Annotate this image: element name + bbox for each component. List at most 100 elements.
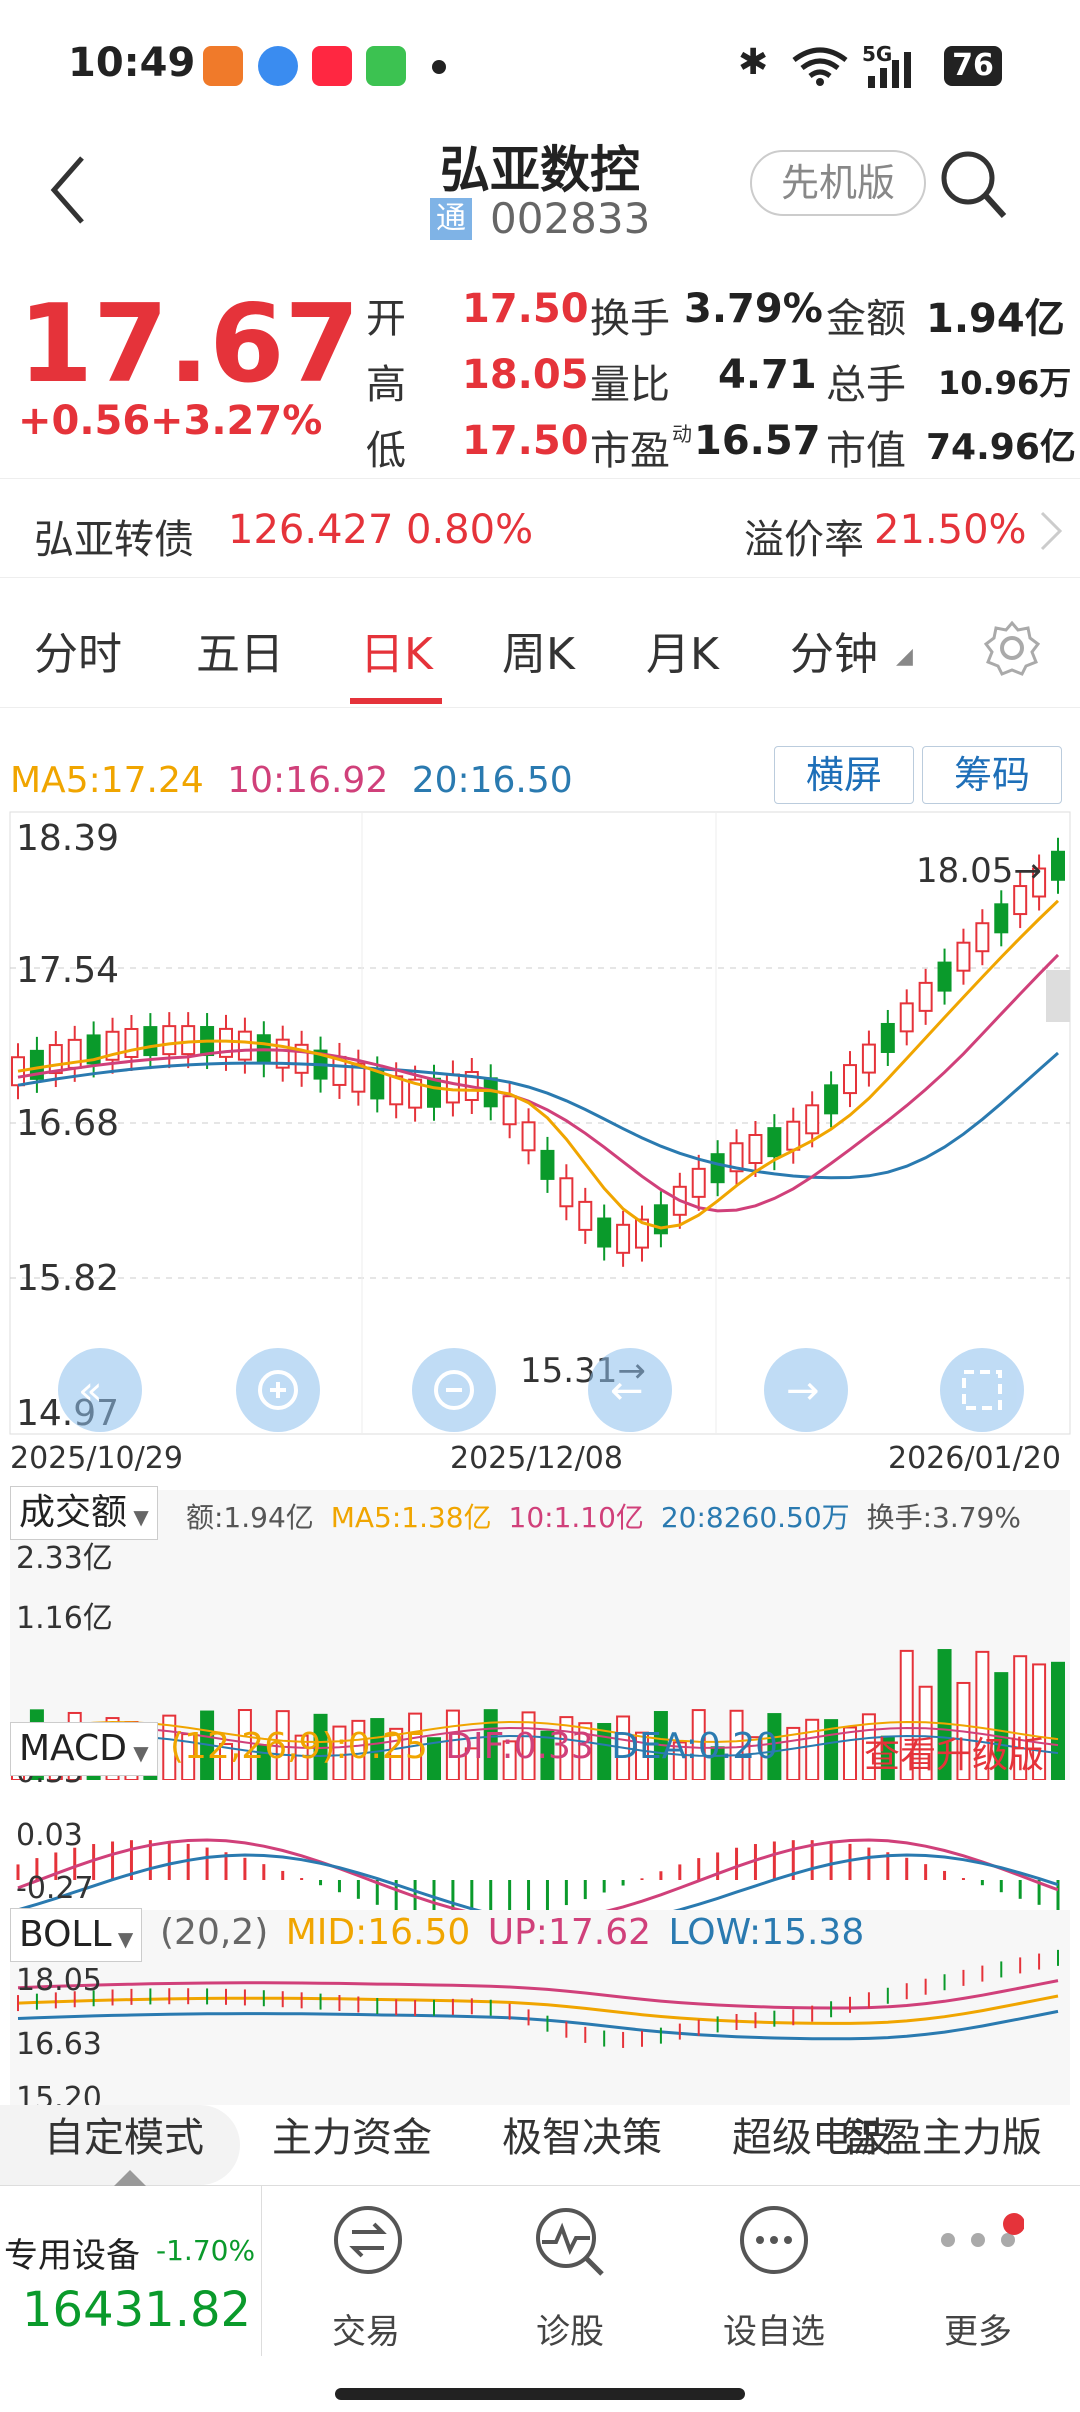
candle <box>124 1027 139 1058</box>
trade-icon <box>334 2206 402 2274</box>
tab-weekly-k[interactable]: 周K <box>502 629 575 680</box>
premium-value: 21.50% <box>874 507 1027 553</box>
boll-low: LOW:15.38 <box>668 1912 865 1953</box>
candle <box>824 1084 839 1115</box>
pe-value: 16.57 <box>694 418 821 464</box>
upgrade-link[interactable]: 查看升级版 <box>864 1735 1045 1776</box>
search-icon[interactable] <box>938 146 1008 222</box>
nav-trade-label: 交易 <box>332 2312 400 2352</box>
candle <box>729 1142 744 1173</box>
candle <box>162 1025 177 1056</box>
nav-diagnose[interactable]: 诊股 <box>470 2186 670 2356</box>
minute-dropdown-icon: ◢ <box>896 644 913 669</box>
candle <box>918 981 933 1012</box>
current-price-marker <box>1046 970 1070 1022</box>
price-change: +0.56 <box>18 398 151 444</box>
chips-button[interactable]: 筹码 <box>922 746 1062 804</box>
scroll-right-icon[interactable] <box>764 1348 848 1432</box>
date-label: 2025/10/29 <box>10 1441 183 1476</box>
candle <box>956 941 971 972</box>
y-tick-label: 18.39 <box>16 818 119 859</box>
tab-active-indicator <box>350 698 442 704</box>
svg-text:«: « <box>78 1368 102 1414</box>
ma20-label: 20:16.50 <box>411 760 573 801</box>
candle <box>767 1127 782 1158</box>
scroll-left-icon[interactable] <box>588 1348 672 1432</box>
stock-connect-badge: 通 <box>430 198 472 240</box>
candle <box>219 1027 233 1058</box>
fullscreen-icon[interactable] <box>940 1348 1024 1432</box>
more-notifications-icon <box>432 60 446 74</box>
bluetooth-icon: ✱ <box>738 42 769 83</box>
tab-minute[interactable]: 分钟 <box>790 629 878 680</box>
macd-indicator-select[interactable]: MACD ▼ <box>10 1722 158 1776</box>
candle <box>861 1043 876 1074</box>
candle <box>181 1025 196 1056</box>
tab-daily-k[interactable]: 日K <box>360 629 433 680</box>
feature-tabs: 自定模式 主力资金 极智决策 超级电波 智盈主力版 <box>0 2105 1080 2185</box>
premium-label: 溢价率 <box>744 517 864 563</box>
nav-more[interactable]: 更多 <box>878 2186 1078 2356</box>
turnover-value: 3.79% <box>684 286 823 332</box>
feature-tab-decision[interactable]: 极智决策 <box>502 2115 662 2161</box>
macd-selector-label: MACD <box>19 1728 127 1769</box>
scroll-fast-left-icon[interactable] <box>58 1348 142 1432</box>
y-tick-label: 15.82 <box>16 1258 119 1299</box>
expand-up-icon[interactable] <box>110 2164 150 2188</box>
boll-up: UP:17.62 <box>487 1912 651 1953</box>
stock-header: 弘亚数控 通 002833 先机版 <box>0 130 1080 280</box>
feature-tab-custom[interactable]: 自定模式 <box>44 2115 204 2161</box>
bond-pct: 0.80% <box>406 507 534 553</box>
stock-name: 弘亚数控 <box>440 141 640 199</box>
volume-indicator-select[interactable]: 成交额 ▼ <box>10 1486 158 1540</box>
diagnose-icon <box>536 2208 604 2276</box>
tab-five-day[interactable]: 五日 <box>196 629 284 680</box>
macd-dea: DEA:0.20 <box>611 1726 778 1767</box>
candle <box>748 1133 763 1164</box>
kline-chart[interactable]: 18.39 17.54 16.68 15.82 14.97 2025/10/29… <box>0 720 1080 2120</box>
open-label: 开 <box>366 296 406 342</box>
nav-watchlist[interactable]: 设自选 <box>674 2186 874 2356</box>
candle <box>1013 885 1028 916</box>
candle <box>899 1002 914 1033</box>
feature-tab-wave[interactable]: 超级电波 <box>732 2115 892 2161</box>
volume-bar <box>805 1718 820 1782</box>
candle <box>143 1026 158 1057</box>
amount-label: 金额 <box>826 296 906 342</box>
feature-tab-capital[interactable]: 主力资金 <box>272 2115 432 2161</box>
mode-button[interactable]: 先机版 <box>750 150 926 216</box>
sector-pct: -1.70% <box>156 2234 256 2267</box>
boll-indicator-select[interactable]: BOLL ▼ <box>10 1908 143 1962</box>
sector-index-card[interactable]: 专用设备 -1.70% 16431.82 <box>0 2186 262 2356</box>
pe-label: 市盈 <box>590 428 670 474</box>
app-notification-icon <box>258 46 298 86</box>
feature-tab-pro[interactable]: 智盈主力版 <box>842 2115 1042 2161</box>
macd-dif: DIF:0.33 <box>445 1726 594 1767</box>
market-cap-value: 74.96亿 <box>926 427 1076 468</box>
boll-mid: MID:16.50 <box>285 1912 471 1953</box>
macd-params: (12,26,9):0.25 <box>170 1726 428 1767</box>
high-label: 高 <box>366 362 406 408</box>
bond-price: 126.427 <box>228 507 394 553</box>
candle <box>86 1034 101 1065</box>
nav-trade[interactable]: 交易 <box>266 2186 466 2356</box>
boll-selector-label: BOLL <box>19 1914 112 1955</box>
nav-more-label: 更多 <box>944 2312 1012 2352</box>
ma10-label: 10:16.92 <box>227 760 389 801</box>
price-change-pct: +3.27% <box>150 398 323 444</box>
landscape-button[interactable]: 横屏 <box>774 746 914 804</box>
volume-ma10: 10:1.10亿 <box>508 1501 644 1534</box>
back-icon[interactable] <box>44 150 94 230</box>
candle <box>389 1075 404 1106</box>
settings-gear-icon[interactable] <box>984 620 1040 676</box>
tab-monthly-k[interactable]: 月K <box>646 629 719 680</box>
wifi-icon <box>792 47 848 86</box>
tab-intraday[interactable]: 分时 <box>34 629 122 680</box>
xiaohongshu-icon <box>312 46 352 86</box>
candle <box>880 1022 895 1053</box>
convertible-bond-row[interactable]: 弘亚转债 126.427 0.80% 溢价率 21.50% <box>0 478 1080 578</box>
high-marker: 18.05→ <box>916 851 1042 891</box>
bottom-navigation: 专用设备 -1.70% 16431.82 交易 诊股 设自选 更多 <box>0 2170 1080 2356</box>
svg-text:←: ← <box>610 1368 644 1414</box>
notification-dot <box>1003 2213 1024 2235</box>
